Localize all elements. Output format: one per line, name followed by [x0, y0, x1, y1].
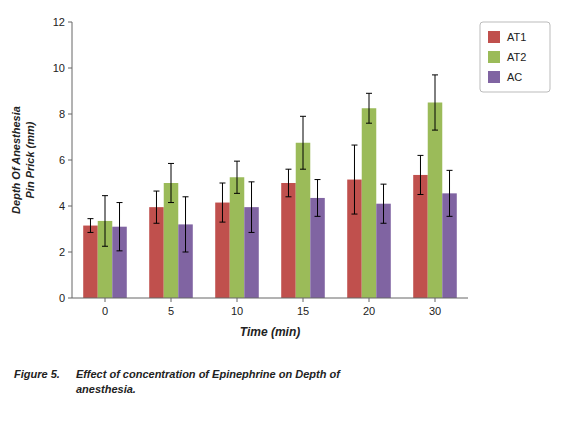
y-tick-label: 0 — [59, 292, 65, 304]
y-tick-label: 8 — [59, 108, 65, 120]
error-bar — [117, 203, 123, 251]
error-bar — [168, 163, 174, 202]
y-tick-label: 10 — [53, 62, 65, 74]
y-tick-label: 6 — [59, 154, 65, 166]
bar — [83, 226, 98, 298]
error-bar — [285, 169, 291, 197]
y-axis — [72, 22, 73, 298]
caption-label: Figure 5. — [14, 368, 60, 380]
text-line: anesthesia. — [76, 383, 136, 395]
x-tick-label: 10 — [231, 305, 243, 317]
x-axis — [72, 298, 468, 299]
legend-label: AT2 — [507, 51, 526, 63]
x-tick-label: 30 — [429, 305, 441, 317]
chart: 0 2 4 6 8 10 12 0 5 10 15 20 30 Time (min) Depth Of An… — [0, 0, 566, 433]
error-bar — [102, 196, 108, 247]
error-bar — [417, 155, 423, 194]
error-bar — [447, 170, 453, 216]
text-line: Pin Prick (mm) — [24, 121, 36, 198]
y-tick-label: 2 — [59, 246, 65, 258]
error-bar — [366, 93, 372, 123]
error-bar — [234, 161, 240, 193]
y-tick-label: 4 — [59, 200, 65, 212]
bar — [281, 183, 296, 298]
text-line: Depth Of Anesthesia — [10, 106, 22, 214]
y-axis-label: Depth Of AnesthesiaPin Prick (mm) — [10, 106, 36, 214]
x-tick — [105, 298, 106, 302]
bars — [83, 75, 457, 298]
y-tick — [68, 252, 72, 253]
x-tick — [237, 298, 238, 302]
legend-frame — [480, 22, 550, 92]
error-bar — [183, 197, 189, 252]
y-tick-label: 12 — [53, 16, 65, 28]
x-tick-label: 15 — [297, 305, 309, 317]
x-tick-label: 5 — [168, 305, 174, 317]
y-tick — [68, 22, 72, 23]
y-tick — [68, 68, 72, 69]
legend: AT1 AT2 AC — [480, 22, 550, 92]
x-tick-label: 20 — [363, 305, 375, 317]
x-tick-label: 0 — [102, 305, 108, 317]
error-bar — [249, 182, 255, 233]
x-tick — [435, 298, 436, 302]
y-tick — [68, 160, 72, 161]
legend-swatch — [488, 71, 500, 83]
x-axis-label: Time (min) — [240, 325, 300, 339]
legend-swatch — [488, 31, 500, 43]
text-line: Effect of concentration of Epinephrine o… — [76, 368, 341, 380]
error-bar — [351, 145, 357, 214]
error-bar — [300, 116, 306, 169]
legend-label: AC — [507, 71, 522, 83]
error-bar — [153, 191, 159, 223]
error-bar — [432, 75, 438, 130]
error-bar — [87, 219, 93, 233]
x-tick — [303, 298, 304, 302]
bar — [362, 108, 377, 298]
legend-label: AT1 — [507, 31, 526, 43]
bar — [230, 177, 245, 298]
y-tick — [68, 298, 72, 299]
bar — [428, 103, 443, 299]
y-tick — [68, 206, 72, 207]
error-bar — [381, 184, 387, 223]
x-tick — [171, 298, 172, 302]
error-bar — [219, 183, 225, 222]
error-bar — [315, 180, 321, 217]
legend-swatch — [488, 51, 500, 63]
x-tick — [369, 298, 370, 302]
y-tick — [68, 114, 72, 115]
caption-text: Effect of concentration of Epinephrine o… — [76, 368, 341, 395]
